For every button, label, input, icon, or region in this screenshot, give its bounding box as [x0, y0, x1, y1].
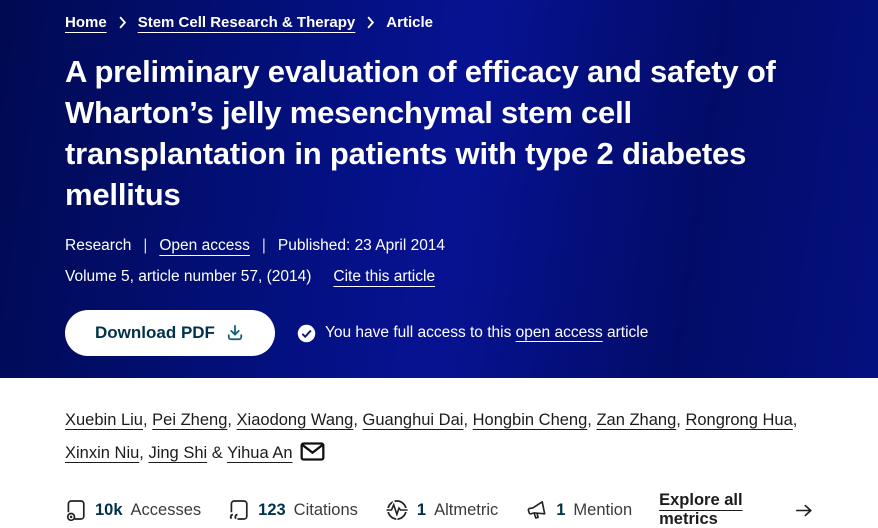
metric-value: 1 [416, 500, 427, 519]
explore-all-metrics-link[interactable]: Explore all metrics [659, 491, 743, 528]
altmetric-icon [385, 498, 409, 522]
access-note: You have full access to this open access… [297, 324, 648, 343]
metric-label: Citations [293, 500, 358, 519]
metric-value: 1 [556, 500, 566, 519]
email-icon[interactable] [300, 442, 325, 461]
open-access-note-link[interactable]: open access [515, 324, 603, 341]
check-circle-icon [297, 324, 316, 343]
article-type-label: Research [65, 237, 132, 254]
metric-altmetric: 1 Altmetric [385, 498, 498, 522]
author-link[interactable]: Hongbin Cheng [472, 411, 588, 429]
author-list: Xuebin Liu, Pei Zheng, Xiaodong Wang, Gu… [65, 411, 798, 462]
author-link[interactable]: Guanghui Dai [362, 411, 464, 429]
author-link[interactable]: Zan Zhang [596, 411, 677, 429]
author-link[interactable]: Xinxin Niu [65, 444, 140, 462]
article-header: Home Stem Cell Research & Therapy Articl… [0, 0, 878, 378]
download-pdf-label: Download PDF [95, 323, 215, 342]
breadcrumb-current: Article [386, 14, 433, 31]
cite-this-article-link[interactable]: Cite this article [333, 268, 436, 285]
download-icon [225, 323, 245, 343]
explore-metrics: Explore all metrics [659, 491, 813, 528]
metric-label: Altmetric [434, 500, 499, 519]
arrow-right-icon [795, 503, 813, 518]
author-link[interactable]: Pei Zheng [152, 411, 228, 429]
breadcrumb: Home Stem Cell Research & Therapy Articl… [65, 14, 813, 31]
action-row: Download PDF You have full access to thi… [65, 310, 813, 356]
metric-value: 123 [258, 500, 286, 519]
access-note-text: You have full access to this open access… [324, 324, 649, 341]
chevron-right-icon [366, 16, 375, 29]
author-link[interactable]: Rongrong Hua [685, 411, 793, 429]
metrics-bar: 10k Accesses 123 Citations 1 Altmetric 1… [65, 491, 813, 528]
volume-row: Volume 5, article number 57, (2014) Cite… [65, 268, 813, 286]
article-body: Xuebin Liu, Pei Zheng, Xiaodong Wang, Gu… [0, 378, 878, 528]
open-access-link[interactable]: Open access [159, 237, 250, 254]
metric-accesses: 10k Accesses [65, 498, 201, 522]
metric-mention: 1 Mention [525, 498, 632, 522]
divider: | [143, 237, 148, 254]
breadcrumb-journal-link[interactable]: Stem Cell Research & Therapy [137, 14, 356, 31]
chevron-right-icon [118, 16, 127, 29]
article-title: A preliminary evaluation of efficacy and… [65, 54, 776, 212]
metric-citations: 123 Citations [228, 498, 358, 522]
author-link[interactable]: Xiaodong Wang [236, 411, 354, 429]
breadcrumb-home-link[interactable]: Home [65, 14, 107, 31]
published-date: Published: 23 April 2014 [277, 237, 446, 254]
volume-info: Volume 5, article number 57, (2014) [65, 268, 312, 285]
metric-label: Mention [573, 500, 633, 519]
metric-value: 10k [95, 500, 123, 519]
author-link[interactable]: Yihua An [227, 444, 293, 462]
author-link[interactable]: Jing Shi [148, 444, 208, 462]
author-link[interactable]: Xuebin Liu [65, 411, 143, 429]
accesses-icon [65, 498, 87, 522]
citations-icon [228, 498, 250, 522]
authors: Xuebin Liu, Pei Zheng, Xiaodong Wang, Gu… [65, 404, 813, 470]
mention-icon [525, 498, 548, 522]
divider: | [261, 237, 266, 254]
article-meta-row: Research | Open access | Published: 23 A… [65, 237, 813, 255]
download-pdf-button[interactable]: Download PDF [65, 310, 275, 356]
metric-label: Accesses [130, 500, 202, 519]
